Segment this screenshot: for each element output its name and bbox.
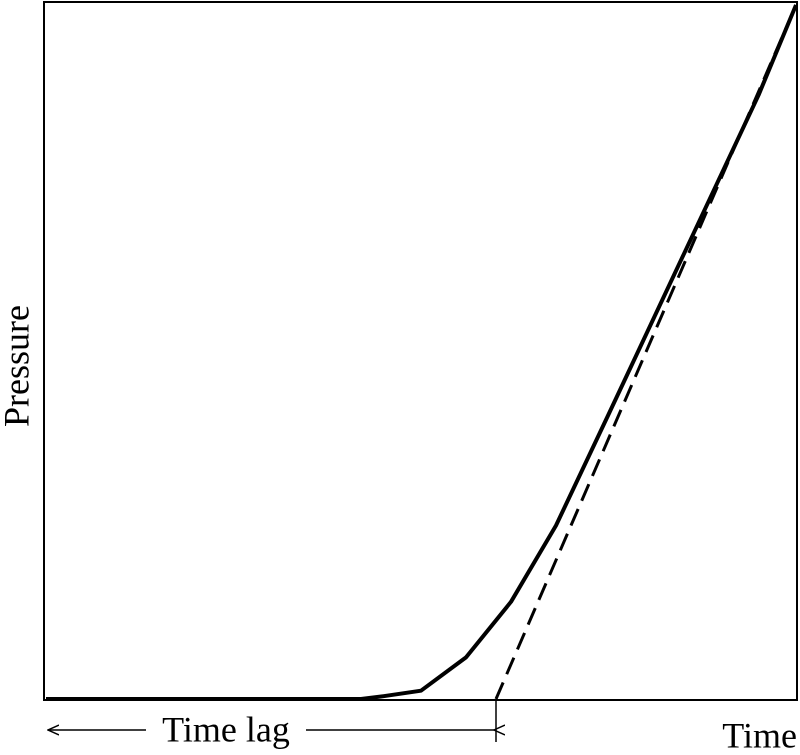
tangent-line — [494, 4, 798, 700]
pressure-curve — [46, 4, 798, 701]
x-axis-label: Time — [722, 715, 797, 755]
series-layer — [46, 4, 798, 701]
time-lag-label: Time lag — [162, 709, 290, 749]
plot-frame — [43, 1, 798, 701]
y-axis-label: Pressure — [0, 305, 36, 427]
